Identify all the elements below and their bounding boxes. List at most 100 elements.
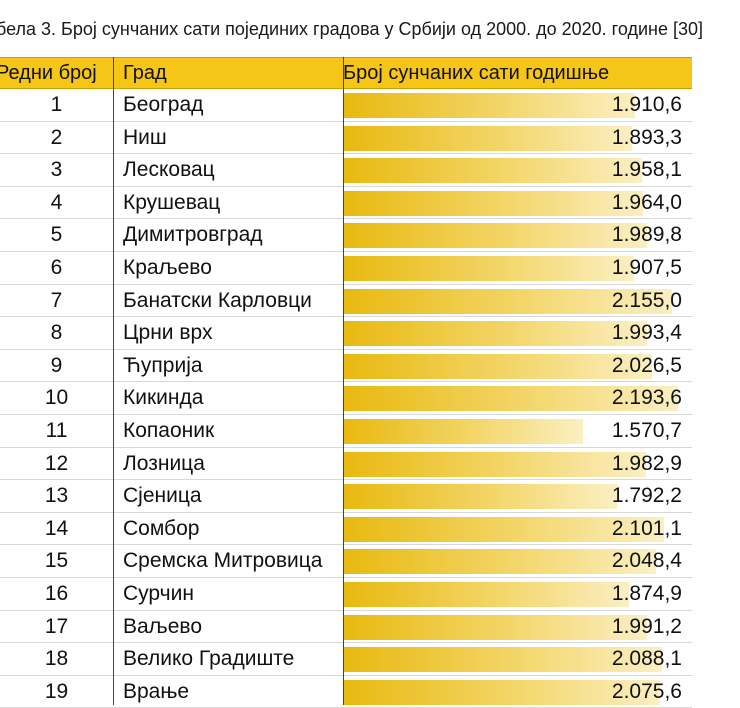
sunshine-hours: 1.570,7 [611, 418, 682, 442]
row-divider [0, 479, 692, 481]
sunshine-hours: 2.026,5 [611, 353, 682, 377]
row-number: 9 [50, 353, 63, 377]
city-name: Димитровград [123, 223, 263, 247]
sunshine-hours: 1.989,8 [611, 223, 682, 247]
city-name: Београд [123, 93, 204, 116]
value-cell: 1.989,8 [343, 219, 692, 252]
sunshine-hours: 1.958,1 [611, 158, 682, 182]
table-row: 10 Кикинда 2.193,6 [0, 382, 692, 415]
city-name: Сомбор [123, 516, 200, 540]
row-number: 4 [50, 190, 63, 214]
row-number: 6 [50, 255, 63, 279]
city-name: Банатски Карловци [123, 288, 312, 312]
value-bar [343, 679, 660, 705]
table-row: 11 Копаоник 1.570,7 [0, 415, 692, 448]
city-name: Сурчин [123, 581, 194, 605]
sunshine-hours: 1.792,2 [611, 484, 682, 508]
row-number: 1 [50, 93, 63, 116]
value-cell: 2.048,4 [343, 545, 692, 578]
value-cell: 1.893,3 [343, 122, 692, 155]
header-value: Број сунчаних сати годишње [343, 62, 610, 84]
table-row: 8 Црни врх 1.993,4 [0, 317, 692, 350]
value-bar [343, 386, 678, 412]
row-divider [0, 674, 692, 676]
value-bar [343, 125, 632, 151]
table-body: 1 Београд 1.910,6 2 Ниш 1.893,3 3 Лесковац 1.958… [0, 89, 692, 708]
row-divider [0, 381, 692, 383]
table-row: 15 Сремска Митровица 2.048,4 [0, 545, 692, 578]
row-number: 12 [44, 451, 69, 475]
row-divider [0, 185, 692, 187]
sunshine-hours: 1.874,9 [611, 581, 682, 605]
row-number: 16 [44, 581, 69, 605]
table-caption: абела 3. Број сунчаних сати појединих гр… [0, 19, 704, 39]
value-bar [343, 223, 647, 249]
sunshine-hours: 2.088,1 [611, 647, 682, 671]
city-name: Лесковац [123, 158, 215, 182]
value-cell: 1.964,0 [343, 187, 692, 220]
row-divider [0, 348, 692, 350]
row-divider [0, 218, 692, 220]
row-number: 17 [44, 614, 69, 638]
table-row: 13 Сјеница 1.792,2 [0, 480, 692, 513]
value-bar [343, 190, 643, 216]
city-name: Ћуприја [123, 353, 203, 377]
header-city: Град [123, 62, 167, 84]
value-bar [343, 549, 656, 575]
table-row: 2 Ниш 1.893,3 [0, 122, 692, 155]
row-number: 7 [50, 288, 63, 312]
city-name: Велико Градиште [123, 647, 295, 671]
value-bar [343, 647, 662, 673]
row-number: 13 [44, 484, 69, 508]
city-name: Ниш [123, 125, 167, 149]
table-row: 7 Банатски Карловци 2.155,0 [0, 285, 692, 318]
value-cell: 1.958,1 [343, 154, 692, 187]
value-cell: 1.991,2 [343, 611, 692, 644]
table-row: 18 Велико Градиште 2.088,1 [0, 643, 692, 676]
value-bar [343, 255, 634, 281]
sunshine-hours: 1.993,4 [611, 321, 682, 345]
value-bar [343, 516, 664, 542]
row-divider [0, 446, 692, 448]
row-number: 10 [44, 386, 69, 410]
table-row: 9 Ћуприја 2.026,5 [0, 350, 692, 383]
value-cell: 2.075,6 [343, 676, 692, 708]
value-cell: 2.101,1 [343, 513, 692, 546]
city-name: Лозница [123, 451, 205, 475]
row-divider [0, 316, 692, 318]
row-number: 15 [44, 549, 69, 573]
row-divider [0, 544, 692, 546]
sunshine-table: Редни број Град Број сунчаних сати годиш… [0, 57, 692, 708]
value-cell: 1.993,4 [343, 317, 692, 350]
value-bar [343, 451, 646, 477]
row-divider [0, 609, 692, 611]
sunshine-hours: 2.048,4 [611, 549, 682, 573]
row-number: 11 [45, 418, 68, 442]
value-cell: 2.088,1 [343, 643, 692, 676]
row-number: 5 [50, 223, 63, 247]
value-cell: 1.907,5 [343, 252, 692, 285]
row-number: 8 [50, 321, 63, 345]
table-row: 17 Ваљево 1.991,2 [0, 611, 692, 644]
header-num: Редни број [0, 62, 97, 84]
value-bar [343, 288, 672, 314]
table-row: 3 Лесковац 1.958,1 [0, 154, 692, 187]
row-divider [0, 153, 692, 155]
table-header: Редни број Град Број сунчаних сати годиш… [0, 57, 692, 89]
table-row: 4 Крушевац 1.964,0 [0, 187, 692, 220]
city-name: Сремска Митровица [123, 549, 323, 573]
city-name: Црни врх [123, 321, 213, 345]
sunshine-hours: 2.101,1 [611, 516, 682, 540]
row-number: 3 [50, 158, 63, 182]
table-row: 1 Београд 1.910,6 [0, 89, 692, 122]
column-divider [113, 57, 114, 705]
column-divider [343, 57, 344, 705]
city-name: Сјеница [123, 484, 202, 508]
value-bar [343, 158, 642, 184]
row-divider [0, 642, 692, 644]
table-row: 5 Димитровград 1.989,8 [0, 219, 692, 252]
row-divider [0, 511, 692, 513]
row-divider [0, 576, 692, 578]
value-cell: 1.910,6 [343, 89, 692, 122]
value-bar [343, 581, 629, 607]
